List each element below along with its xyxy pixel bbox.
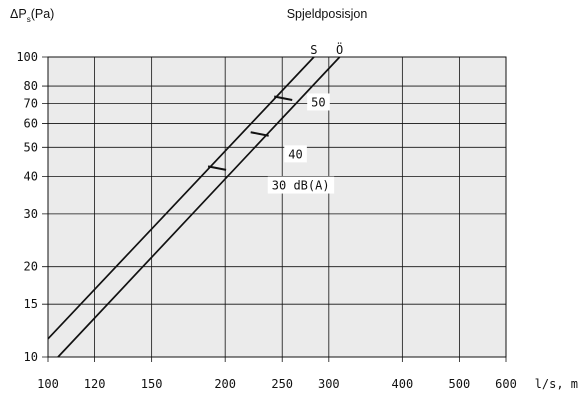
plot-frame — [47, 56, 507, 358]
x-axis-title: l/s, m — [535, 377, 578, 391]
y-tick-label: 70 — [24, 96, 38, 110]
x-tick-label: 150 — [141, 377, 163, 391]
annotation-label-background — [307, 93, 330, 111]
annotation-label: 40 — [288, 147, 302, 161]
y-tick-label: 15 — [24, 297, 38, 311]
annotation-label-background — [284, 145, 307, 163]
annotations: 50 40 30 dB(A) — [207, 93, 335, 194]
y-tick-label: 100 — [16, 50, 38, 64]
x-tick-label: 500 — [449, 377, 471, 391]
y-tick-label: 50 — [24, 140, 38, 154]
series-line — [47, 56, 315, 340]
series-label: Ö — [336, 41, 343, 57]
x-tick-label: 400 — [392, 377, 414, 391]
y-tick-label: 40 — [24, 169, 38, 183]
y-tick-label: 30 — [24, 207, 38, 221]
y-tick-label: 60 — [24, 117, 38, 131]
annotation-label: 30 dB(A) — [272, 179, 330, 193]
annotation-label: 50 — [311, 95, 325, 109]
axes: 100 120 150 200 250 300 400 500 600 10 15 20 30 40 50 6… — [16, 50, 517, 391]
plot-background — [48, 57, 506, 357]
y-tick-label: 80 — [24, 79, 38, 93]
annotation-label-background — [267, 176, 335, 194]
annotation-tick — [274, 95, 293, 101]
y-axis-title: ΔPs(Pa) — [10, 7, 54, 24]
series-label: S — [310, 43, 317, 57]
y-tick-label: 10 — [24, 350, 38, 364]
x-tick-label: 300 — [318, 377, 340, 391]
x-tick-label: 250 — [271, 377, 293, 391]
x-tick-label: 600 — [495, 377, 517, 391]
x-tick-label: 120 — [84, 377, 106, 391]
chart-title: Spjeldposisjon — [287, 7, 368, 21]
y-tick-label: 20 — [24, 260, 38, 274]
annotation-tick — [207, 165, 227, 171]
series-line — [57, 56, 341, 358]
annotation-tick — [250, 131, 269, 137]
plot-area — [48, 57, 506, 357]
x-tick-label: 200 — [214, 377, 236, 391]
x-tick-label: 100 — [37, 377, 59, 391]
